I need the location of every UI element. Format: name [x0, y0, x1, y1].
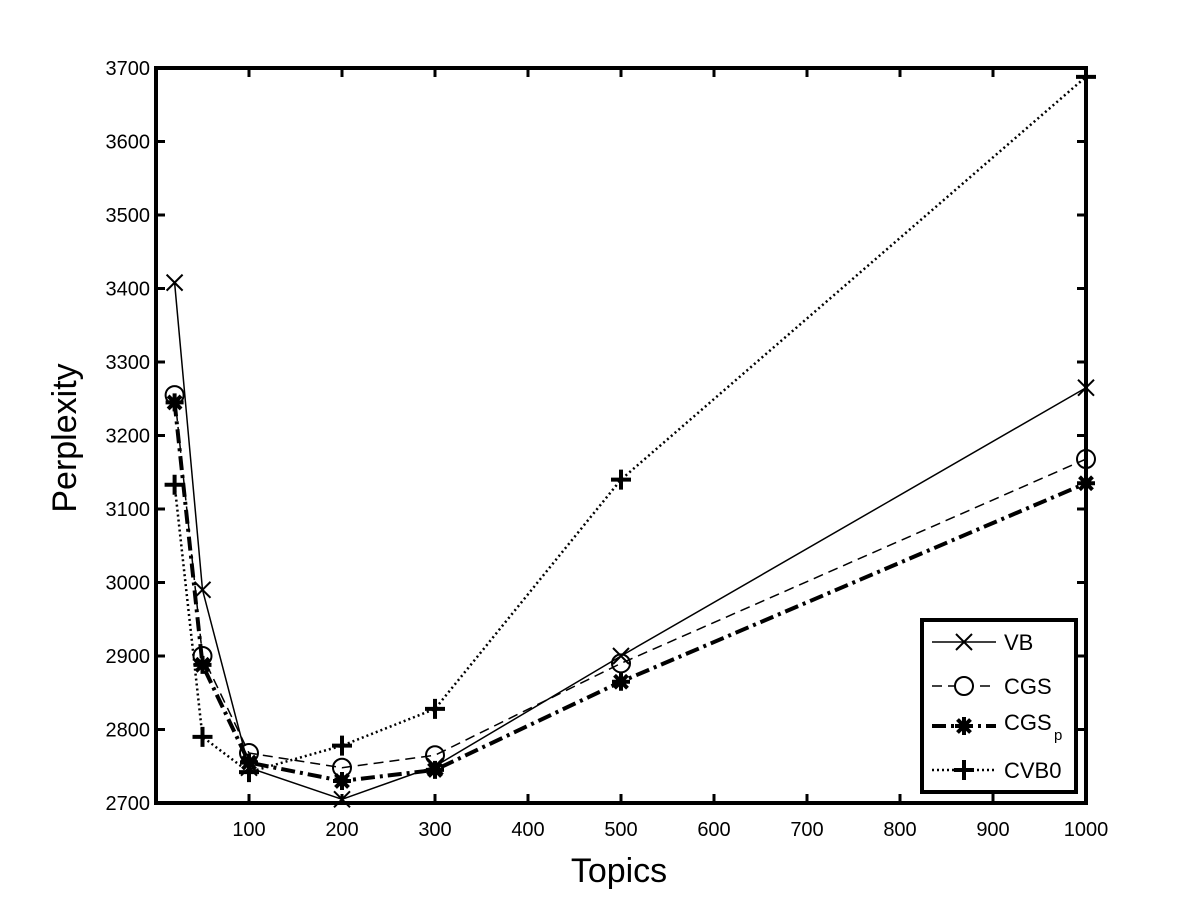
data-point-vb: [165, 273, 184, 292]
data-point-cvb0: [164, 474, 185, 495]
data-point-cgs-p: [165, 393, 184, 412]
x-tick-label: 700: [790, 819, 823, 841]
plot-content: [164, 66, 1096, 809]
legend-label-cgs: CGS: [1004, 674, 1052, 699]
series-cvb0: [164, 66, 1096, 783]
y-tick-label: 3200: [106, 426, 151, 448]
x-axis-title: Topics: [571, 852, 667, 890]
y-tick-label: 3400: [106, 279, 151, 301]
legend-entry-cgs-p: CGS p: [932, 710, 1062, 744]
y-tick-label: 3600: [106, 132, 151, 154]
x-tick-label: 500: [604, 819, 637, 841]
data-point-cvb0: [425, 698, 445, 719]
data-point-cvb0: [239, 762, 259, 783]
y-tick-label: 3700: [106, 58, 151, 80]
y-tick-label: 3300: [106, 352, 151, 374]
data-point-cgs-p: [193, 655, 212, 674]
data-point-cvb0: [332, 735, 352, 756]
data-point-vb: [193, 581, 212, 599]
legend-box: [920, 618, 1078, 794]
y-axis-title: Perplexity: [46, 363, 84, 512]
y-tick-label: 2900: [106, 646, 151, 668]
legend-label-vb: VB: [1004, 630, 1033, 655]
legend-label-cgs-p-subscript: p: [1054, 727, 1062, 744]
x-tick-label: 600: [697, 819, 730, 841]
y-tick-label: 2800: [106, 720, 151, 742]
x-tick-label: 200: [325, 819, 358, 841]
legend-marker-cgs: [954, 676, 974, 696]
legend-entry-cvb0: CVB0: [932, 758, 1061, 783]
axis-ticks: 100 200 300 400 500 600 700 800 900 1000 2700 2800 2…: [106, 58, 1109, 841]
x-tick-label: 1000: [1064, 819, 1109, 841]
x-tick-label: 800: [883, 819, 916, 841]
legend-label-cgs-p: CGS: [1004, 710, 1052, 735]
legend-marker-vb: [955, 633, 973, 651]
data-point-cgs-p: [426, 760, 444, 779]
legend-marker-cvb0: [954, 760, 974, 780]
legend-entry-cgs: CGS: [932, 674, 1052, 699]
legend: VB CGS CGS p CVB0: [920, 618, 1078, 794]
x-tick-label: 400: [511, 819, 544, 841]
y-tick-label: 2700: [106, 793, 151, 815]
y-tick-label: 3100: [106, 499, 151, 521]
legend-marker-cgs-p: [955, 717, 973, 735]
x-tick-label: 100: [232, 819, 265, 841]
y-tick-label: 3500: [106, 205, 151, 227]
legend-label-cvb0: CVB0: [1004, 758, 1061, 783]
data-point-cgs-p: [333, 771, 351, 790]
data-point-cvb0: [192, 726, 213, 747]
x-tick-label: 900: [976, 819, 1009, 841]
data-point-cgs-p: [612, 672, 630, 691]
data-point-cgs: [611, 653, 631, 674]
legend-entry-vb: VB: [932, 630, 1033, 655]
x-tick-label: 300: [418, 819, 451, 841]
data-point-cvb0: [611, 469, 631, 490]
y-tick-label: 3000: [106, 573, 151, 595]
